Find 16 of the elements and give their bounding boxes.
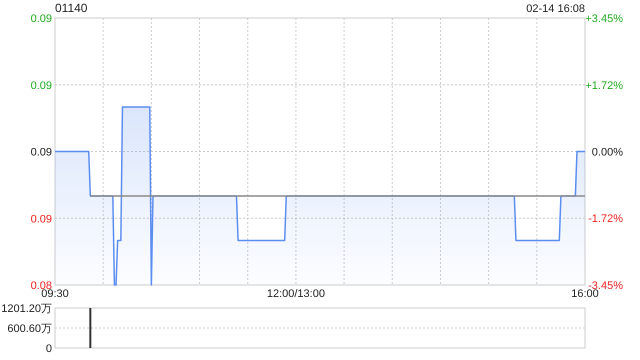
y2-tick-label: +3.45% xyxy=(585,13,624,25)
y-tick-label: 600.60万 xyxy=(7,323,52,335)
x-tick-label: 12:00/13:00 xyxy=(266,288,325,300)
y2-tick-label: +1.72% xyxy=(585,80,624,92)
y-tick-label: 0 xyxy=(46,343,52,355)
chart-title: 01140 xyxy=(55,1,88,15)
y-tick-label: 0.09 xyxy=(30,13,52,25)
text: 02-14 16:08 xyxy=(526,3,585,15)
y2-tick-label: 0.00% xyxy=(592,146,624,158)
y-tick-label: 0.09 xyxy=(30,213,52,226)
y2-tick-label: -1.72% xyxy=(588,213,624,226)
y-tick-label: 0.09 xyxy=(30,80,52,92)
y-tick-label: 0.09 xyxy=(30,146,52,158)
x-tick-label: 09:30 xyxy=(41,288,69,300)
x-tick-label: 16:00 xyxy=(571,288,599,300)
y-tick-label: 1201.20万 xyxy=(1,303,52,315)
